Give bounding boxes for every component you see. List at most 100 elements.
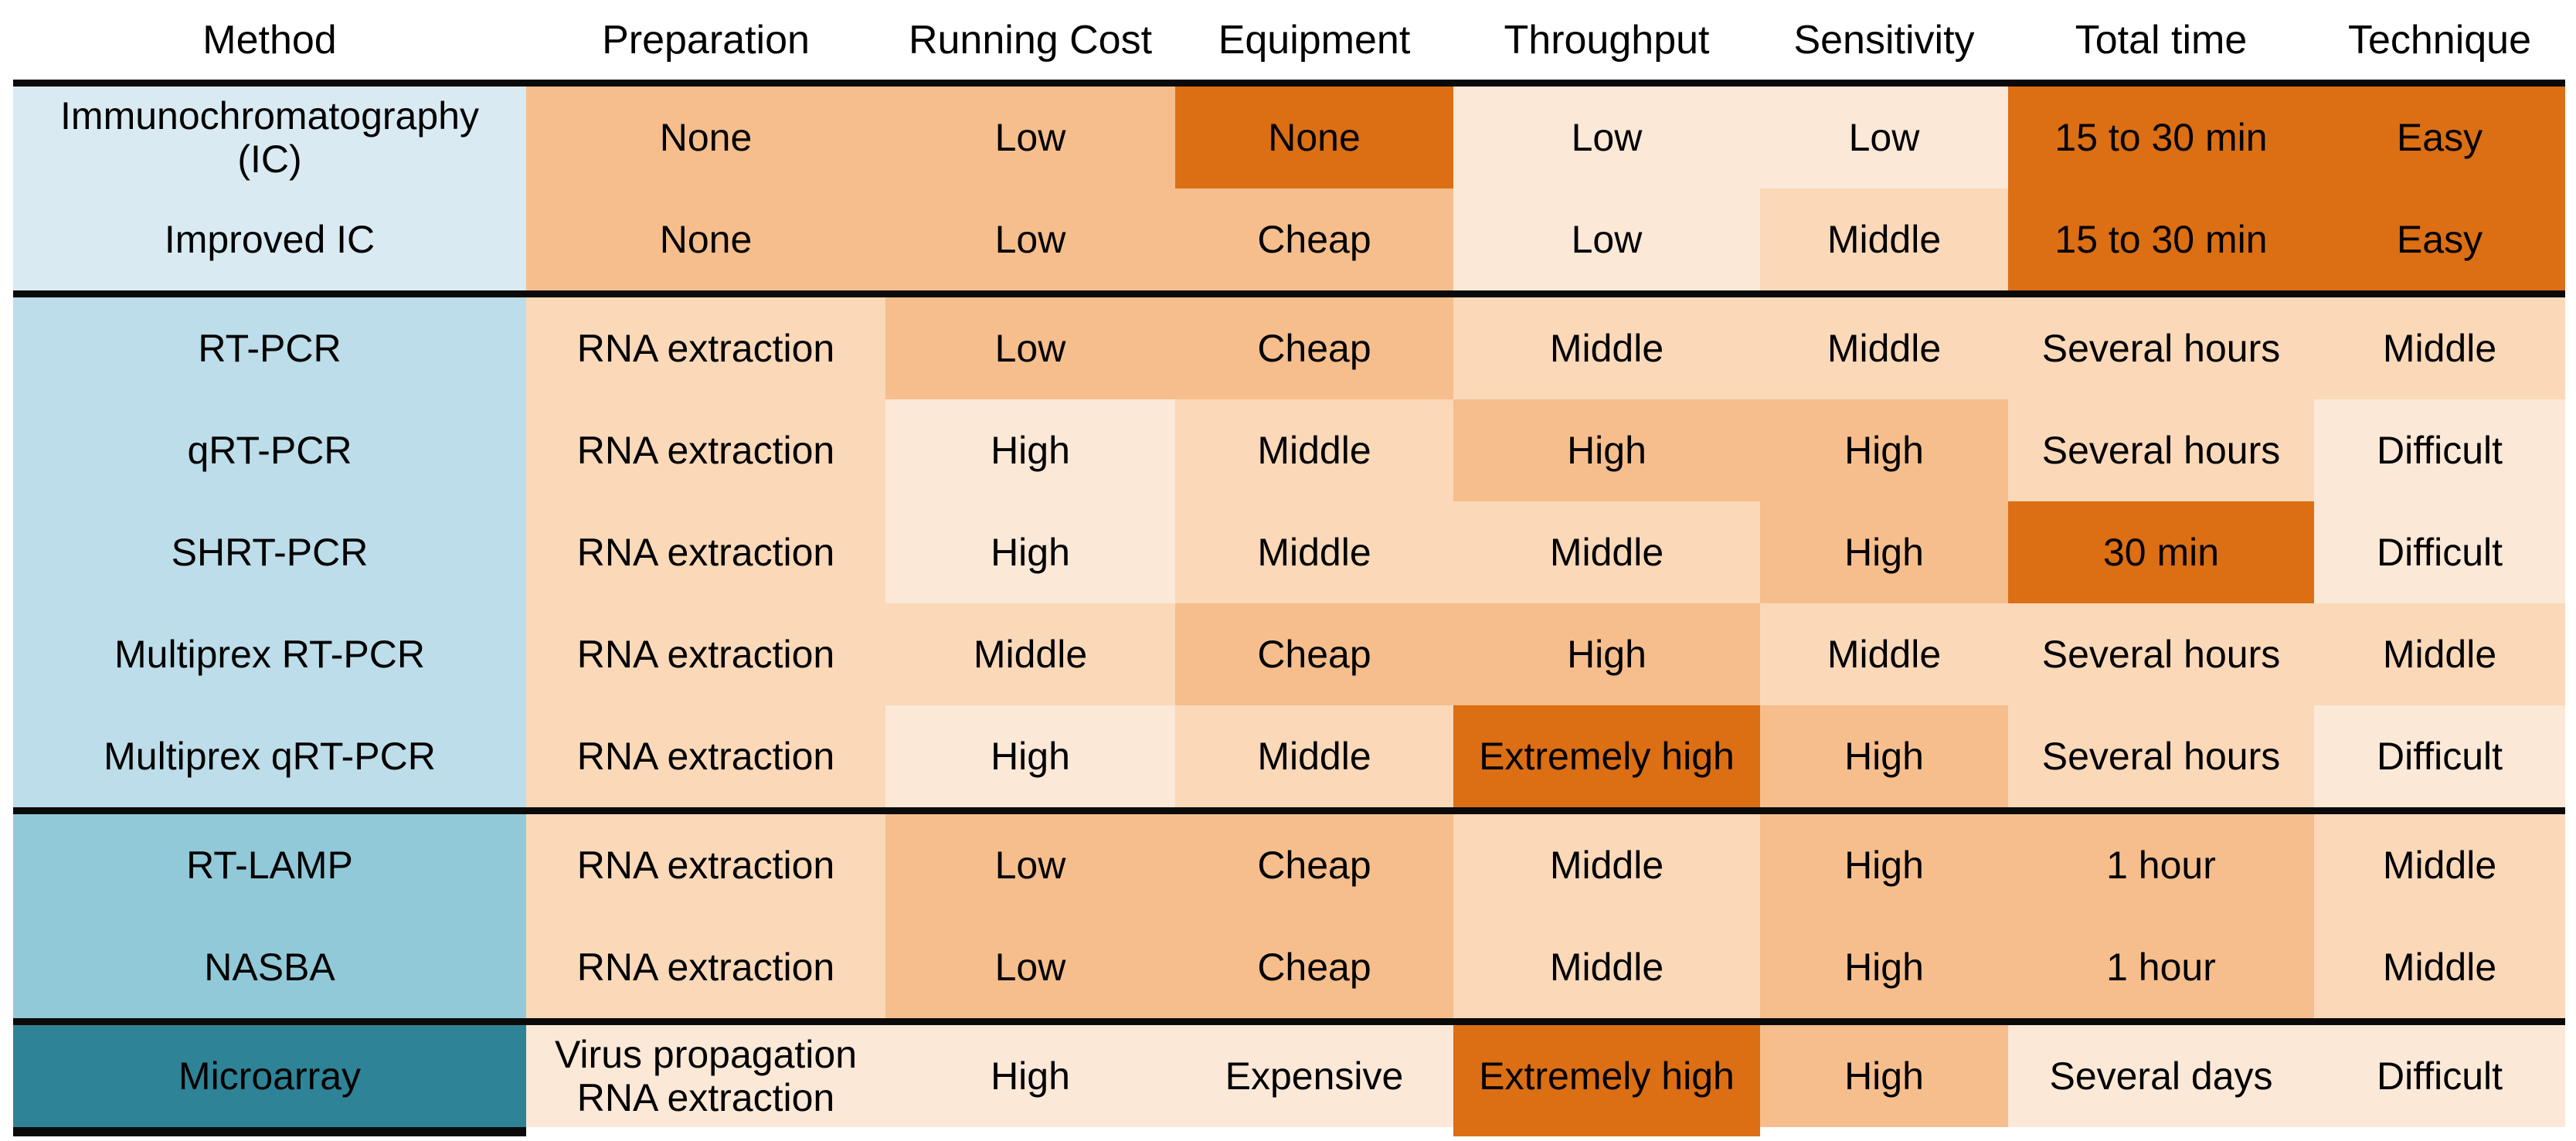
cell-value: RNA extraction [526, 916, 885, 1018]
cell-value: Middle [2314, 916, 2565, 1018]
cell-text: Several hours [2041, 735, 2281, 778]
cell-value: None [526, 87, 885, 188]
cell-text: Virus propagation [554, 1033, 857, 1076]
cell-text: High [1844, 946, 1924, 989]
cell-text: Low [1571, 116, 1643, 159]
cell-value: High [1760, 399, 2008, 501]
method-label-line: Multiprex qRT-PCR [104, 735, 436, 778]
cell-value: RNA extraction [526, 814, 885, 916]
cell-text: None [659, 218, 753, 261]
cell-value: Cheap [1175, 814, 1453, 916]
cell-value: Low [885, 87, 1175, 188]
cell-value: 1 hour [2008, 814, 2314, 916]
method-label-line: (IC) [237, 138, 302, 181]
cell-text-line2: RNA extraction [576, 1076, 835, 1119]
cell-value: Extremely high [1453, 705, 1760, 807]
cell-method: Immunochromatography (IC) [13, 87, 526, 188]
cell-value: RNA extraction [526, 399, 885, 501]
method-label-line: Microarray [178, 1054, 362, 1098]
cell-method: SHRT-PCR [13, 501, 526, 603]
bottom-spacer [526, 1127, 885, 1136]
cell-value: Difficult [2314, 705, 2565, 807]
cell-value: Difficult [2314, 399, 2565, 501]
cell-value: Middle [1175, 501, 1453, 603]
cell-value: Several hours [2008, 297, 2314, 399]
cell-text: Middle [973, 633, 1088, 676]
cell-value: Middle [885, 603, 1175, 705]
cell-value: High [1760, 705, 2008, 807]
cell-value: High [1453, 399, 1760, 501]
cell-text: Middle [1827, 327, 1942, 370]
column-header-preparation: Preparation [526, 0, 885, 80]
cell-value: Easy [2314, 188, 2565, 290]
cell-value: RNA extraction [526, 297, 885, 399]
cell-text: None [659, 116, 753, 159]
cell-text: Several hours [2041, 633, 2281, 676]
group-divider-line [13, 807, 2565, 814]
cell-text: High [1844, 1054, 1924, 1098]
cell-value: Middle [1175, 705, 1453, 807]
cell-value: 30 min [2008, 501, 2314, 603]
cell-value: Low [1453, 188, 1760, 290]
cell-text: Low [994, 116, 1066, 159]
cell-value: Several hours [2008, 603, 2314, 705]
cell-value: Extremely high [1453, 1025, 1760, 1127]
cell-value: Middle [1453, 297, 1760, 399]
cell-text: Low [994, 844, 1066, 887]
cell-text: Middle [2382, 633, 2497, 676]
cell-value: Low [885, 297, 1175, 399]
cell-value: Middle [1760, 297, 2008, 399]
cell-value: None [1175, 87, 1453, 188]
cell-text: Cheap [1257, 633, 1371, 676]
cell-text: High [1844, 844, 1924, 887]
cell-text: Difficult [2376, 1054, 2503, 1098]
cell-value: Low [885, 814, 1175, 916]
cell-method: Multiprex qRT-PCR [13, 705, 526, 807]
cell-text: RNA extraction [576, 327, 835, 370]
column-header-method: Method [13, 0, 526, 80]
cell-text: 15 to 30 min [2054, 218, 2268, 261]
cell-text: Middle [1257, 735, 1371, 778]
bottom-rule-throughput [1453, 1127, 1760, 1136]
cell-value: RNA extraction [526, 603, 885, 705]
cell-text: High [991, 429, 1070, 472]
cell-method: Microarray [13, 1025, 526, 1127]
cell-text: Cheap [1257, 327, 1371, 370]
cell-value: Middle [1453, 916, 1760, 1018]
cell-value: Middle [1453, 501, 1760, 603]
method-label-line: Multiprex RT-PCR [114, 633, 425, 676]
cell-text: Difficult [2376, 735, 2503, 778]
cell-text: Middle [2382, 327, 2497, 370]
cell-text: High [1844, 429, 1924, 472]
cell-value: Expensive [1175, 1025, 1453, 1127]
cell-text: Middle [1549, 327, 1664, 370]
cell-method: NASBA [13, 916, 526, 1018]
cell-text: High [1567, 633, 1647, 676]
bottom-rule-method [13, 1127, 526, 1136]
bottom-spacer [2314, 1127, 2565, 1136]
bottom-spacer [2008, 1127, 2314, 1136]
cell-text: Low [994, 327, 1066, 370]
method-label-line: Improved IC [164, 218, 376, 261]
cell-text: Low [1571, 218, 1643, 261]
cell-text: RNA extraction [576, 429, 835, 472]
cell-text: High [1844, 735, 1924, 778]
cell-value: High [1453, 603, 1760, 705]
cell-value: Several days [2008, 1025, 2314, 1127]
cell-text: 1 hour [2106, 946, 2216, 989]
cell-text: Low [994, 946, 1066, 989]
cell-text: Cheap [1257, 946, 1371, 989]
cell-text: Middle [2382, 946, 2497, 989]
cell-text: RNA extraction [576, 735, 835, 778]
cell-text: Extremely high [1479, 735, 1735, 778]
cell-value: Middle [1760, 603, 2008, 705]
cell-text: High [991, 1054, 1070, 1098]
cell-text: Several days [2049, 1054, 2273, 1098]
cell-value: 1 hour [2008, 916, 2314, 1018]
column-header-throughput: Throughput [1453, 0, 1760, 80]
cell-value: Difficult [2314, 501, 2565, 603]
column-header-sensitivity: Sensitivity [1760, 0, 2008, 80]
group-divider-line [13, 1018, 2565, 1025]
group-divider-line [13, 290, 2565, 297]
cell-text: Easy [2396, 218, 2483, 261]
